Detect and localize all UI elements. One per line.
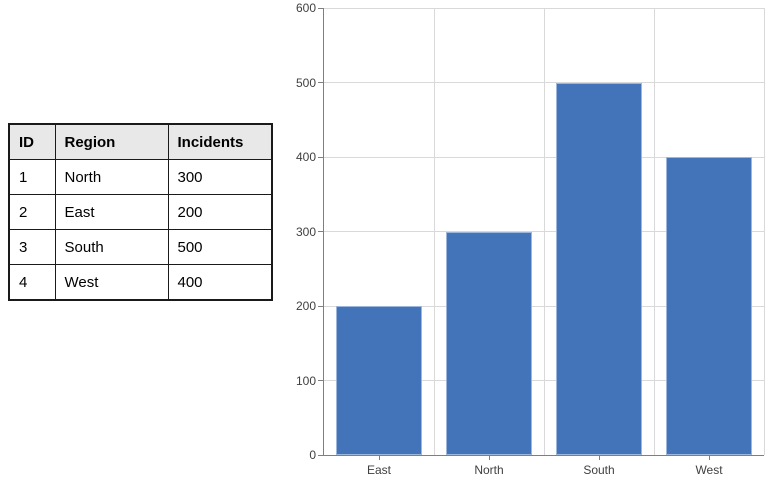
table-body: 1 North 300 2 East 200 3 South 500 4 West 400 [8, 159, 273, 301]
table-row: 1 North 300 [8, 159, 273, 195]
y-axis-tick [318, 82, 323, 83]
table-header-cell: Incidents [167, 123, 273, 160]
table-cell: South [54, 229, 169, 265]
y-axis-tick-label: 500 [295, 75, 316, 90]
y-axis-tick [318, 454, 323, 456]
vertical-gridline [433, 8, 435, 455]
y-axis-tick [318, 156, 323, 158]
bar-east [336, 306, 422, 455]
table-cell: 2 [8, 194, 56, 230]
table-header-row: ID Region Incidents [8, 123, 273, 160]
table-row: 3 South 500 [8, 229, 273, 265]
table-cell: East [54, 194, 169, 230]
y-axis-tick [318, 380, 323, 381]
y-axis-tick-label: 0 [309, 448, 316, 462]
vertical-gridline [763, 8, 765, 455]
table-cell: 3 [8, 229, 56, 265]
x-axis-tick [598, 455, 600, 460]
table-cell: 1 [8, 159, 56, 195]
bar-chart-plot-area: 0 100 200 300 400 500 600 East North South West [296, 1, 765, 477]
x-axis-category-label: West [695, 463, 723, 477]
y-axis-tick [318, 305, 323, 307]
table-cell: 200 [167, 194, 273, 230]
table-row: 4 West 400 [8, 264, 273, 301]
table-cell: 400 [167, 264, 273, 301]
y-axis-tick [318, 231, 323, 232]
table-cell: 4 [8, 264, 56, 301]
bar-west [666, 157, 752, 455]
x-axis-tick [708, 455, 710, 460]
y-axis-tick-label: 300 [295, 224, 316, 239]
table-cell: North [54, 159, 169, 195]
table-cell: 300 [167, 159, 273, 195]
bar-north [446, 231, 532, 455]
vertical-gridline [543, 8, 545, 455]
y-axis-tick-label: 600 [295, 1, 316, 15]
y-axis-tick [318, 7, 323, 9]
x-axis-category-label: South [583, 463, 615, 477]
data-table: ID Region Incidents 1 North 300 2 East 200 3 Sout… [8, 123, 273, 301]
table-header-cell: Region [54, 123, 169, 160]
table-header-cell: ID [8, 123, 56, 160]
x-axis-category-label: North [474, 463, 504, 477]
bar-south [556, 82, 642, 455]
table-cell: 500 [167, 229, 273, 265]
y-axis-tick-label: 100 [295, 373, 316, 388]
x-axis-tick [488, 455, 490, 460]
x-axis-tick [378, 455, 380, 460]
y-axis-tick-label: 200 [295, 299, 316, 313]
y-axis-tick-label: 400 [295, 150, 316, 164]
vertical-gridline [653, 8, 655, 455]
x-axis-category-label: East [366, 463, 391, 477]
table-cell: West [54, 264, 169, 301]
table-row: 2 East 200 [8, 194, 273, 230]
